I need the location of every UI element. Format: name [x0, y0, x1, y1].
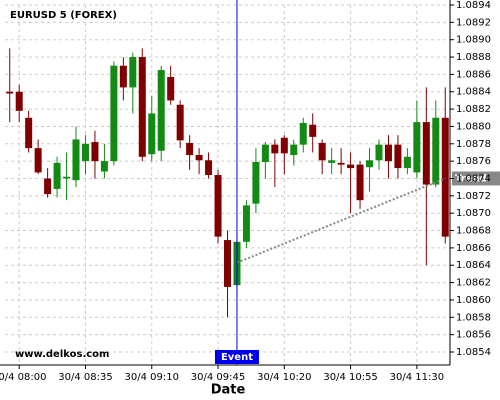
- candle-body: [252, 162, 260, 204]
- candle-body: [186, 142, 194, 156]
- y-tick-label: 1.0870: [456, 208, 491, 219]
- overlay: Trend Event: [214, 0, 500, 365]
- y-tick-label: 1.0862: [456, 278, 491, 289]
- candle-body: [129, 57, 137, 88]
- marks: [6, 48, 449, 318]
- candle-body: [205, 160, 213, 176]
- x-axis-label: Date: [211, 383, 246, 398]
- y-tick-label: 1.0880: [456, 121, 491, 132]
- candle-body: [384, 144, 392, 162]
- watermark: www.delkos.com: [15, 349, 109, 360]
- trend-label: Trend: [455, 173, 487, 184]
- y-tick-label: 1.0860: [456, 295, 491, 306]
- candle-body: [337, 162, 345, 165]
- x-tick-label: 30/4 10:20: [257, 372, 311, 383]
- candle-body: [422, 122, 430, 185]
- x-tick-label: 30/4 10:55: [323, 372, 377, 383]
- candle-body: [72, 139, 80, 181]
- y-tick-label: 1.0892: [456, 17, 491, 28]
- x-tick-label: 30/4 09:10: [125, 372, 179, 383]
- candle-body: [261, 144, 269, 163]
- candle-body: [318, 142, 326, 161]
- y-tick-label: 1.0866: [456, 243, 491, 254]
- candle-body: [366, 160, 374, 168]
- y-tick-label: 1.0884: [456, 87, 491, 98]
- candle-body: [394, 144, 402, 169]
- candle-body: [403, 156, 411, 169]
- candle-body: [157, 70, 165, 151]
- trend-label-box: [452, 171, 500, 186]
- y-tick-label: 1.0886: [456, 69, 491, 80]
- candle-body: [167, 77, 175, 101]
- y-tick-label: 1.0872: [456, 191, 491, 202]
- candle-body: [299, 122, 307, 145]
- candle-body: [91, 142, 99, 162]
- event-label: Event: [221, 352, 253, 363]
- y-tick-label: 1.0858: [456, 312, 491, 323]
- candle-body: [309, 124, 317, 137]
- candle-body: [290, 144, 298, 156]
- y-tick-label: 1.0868: [456, 226, 491, 237]
- y-tick-label: 1.0882: [456, 104, 491, 115]
- candle-body: [34, 148, 42, 173]
- candle-body: [347, 164, 355, 169]
- candle-body: [110, 65, 118, 162]
- candle-body: [15, 91, 23, 111]
- x-tick-label: 30/4 08:00: [0, 372, 46, 383]
- candle-body: [356, 164, 364, 201]
- candle-body: [53, 162, 61, 189]
- candle-body: [138, 57, 146, 157]
- candle-body: [100, 161, 108, 172]
- x-tick-label: 30/4 09:45: [191, 372, 245, 383]
- y-tick-label: 1.0890: [456, 35, 491, 46]
- candle-body: [148, 113, 156, 155]
- y-tick-label: 1.0888: [456, 52, 491, 63]
- event-label-box: [214, 350, 259, 364]
- y-tick-label: 1.0856: [456, 330, 491, 341]
- candle-body: [81, 143, 89, 162]
- candle-body: [224, 240, 231, 287]
- candle-body: [242, 205, 250, 242]
- candle-body: [63, 176, 71, 179]
- candle-body: [413, 122, 421, 173]
- y-tick-label: 1.0854: [456, 347, 491, 358]
- chart-title: EURUSD 5 (FOREX): [10, 10, 117, 21]
- candle-body: [214, 175, 222, 237]
- candle-body: [25, 117, 33, 149]
- candle-body: [328, 160, 336, 163]
- y-tick-label: 1.0876: [456, 156, 491, 167]
- candle-body: [432, 117, 440, 185]
- candle-body: [280, 137, 288, 154]
- candle-body: [195, 155, 203, 161]
- candle-body: [441, 117, 449, 237]
- candle-body: [6, 91, 14, 94]
- candle-body: [375, 144, 383, 161]
- candle-body: [176, 104, 184, 141]
- y-tick-label: 1.0894: [456, 0, 491, 11]
- candle-body: [119, 65, 127, 88]
- candle-body: [44, 178, 52, 195]
- x-tick-label: 30/4 08:35: [58, 372, 112, 383]
- y-tick-label: 1.0874: [456, 173, 491, 184]
- candle-body: [271, 144, 279, 154]
- trend-line: [236, 177, 446, 264]
- x-tick-label: 30/4 11:30: [390, 372, 444, 383]
- y-tick-label: 1.0878: [456, 139, 491, 150]
- y-tick-label: 1.0864: [456, 260, 491, 271]
